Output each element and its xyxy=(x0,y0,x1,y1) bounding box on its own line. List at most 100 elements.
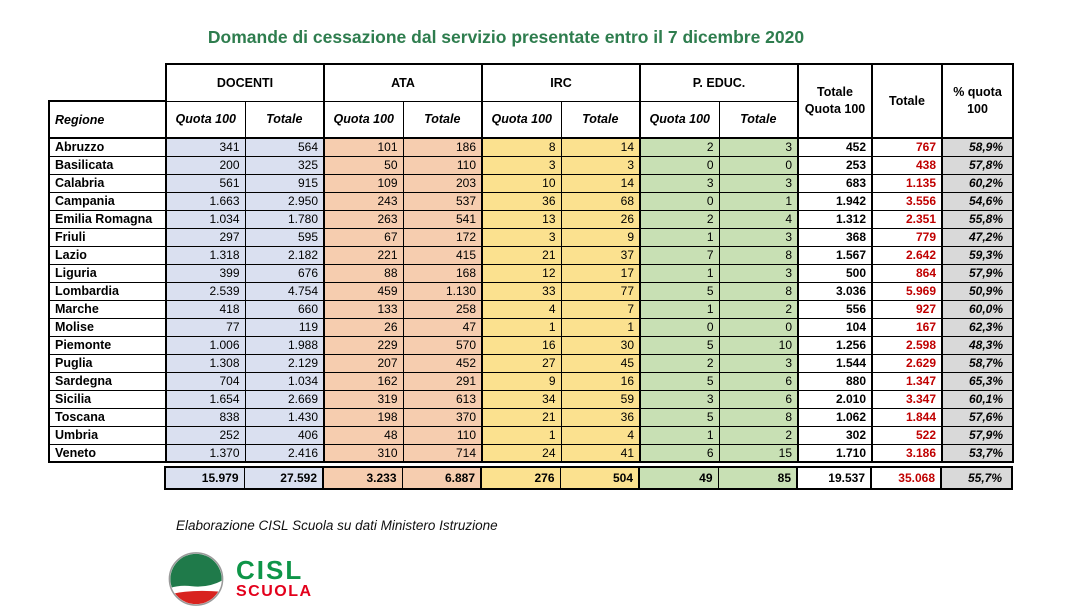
group-header-ata: ATA xyxy=(323,63,483,102)
region-cell: Lazio xyxy=(48,245,167,265)
value-cell: 6 xyxy=(718,389,799,409)
credit-note: Elaborazione CISL Scuola su dati Ministe… xyxy=(176,518,498,533)
value-cell: 41 xyxy=(560,443,641,463)
value-cell: 1.663 xyxy=(165,191,246,211)
table-row: Abruzzo 341 564 101 186 8 14 2 3 452 767 58,9% xyxy=(48,137,1014,157)
value-cell: 4.754 xyxy=(244,281,325,301)
value-cell: 1.567 xyxy=(797,245,873,265)
value-cell: 1 xyxy=(481,425,562,445)
cisl-scuola-logo: CISL SCUOLA xyxy=(167,551,313,608)
value-cell: 341 xyxy=(165,137,246,157)
value-cell: 1.308 xyxy=(165,353,246,373)
value-cell: 45 xyxy=(560,353,641,373)
value-cell: 406 xyxy=(244,425,325,445)
value-cell: 50,9% xyxy=(941,281,1014,301)
value-cell: 5 xyxy=(639,371,720,391)
value-cell: 1.130 xyxy=(402,281,483,301)
value-cell: 16 xyxy=(560,371,641,391)
value-cell: 1.370 xyxy=(165,443,246,463)
region-cell: Sicilia xyxy=(48,389,167,409)
value-cell: 1 xyxy=(481,317,562,337)
table-row: Campania 1.663 2.950 243 537 36 68 0 1 1.942 3.556… xyxy=(48,191,1014,211)
table-row: Friuli 297 595 67 172 3 9 1 3 368 779 47,2% xyxy=(48,227,1014,247)
table-row: Sicilia 1.654 2.669 319 613 34 59 3 6 2.010 3.347 6… xyxy=(48,389,1014,409)
value-cell: 12 xyxy=(481,263,562,283)
value-cell: 207 xyxy=(323,353,404,373)
value-cell: 2.950 xyxy=(244,191,325,211)
value-cell: 418 xyxy=(165,299,246,319)
value-cell: 7 xyxy=(639,245,720,265)
value-cell: 452 xyxy=(797,137,873,157)
region-cell: Puglia xyxy=(48,353,167,373)
value-cell: 57,9% xyxy=(941,263,1014,283)
value-cell: 2 xyxy=(718,299,799,319)
value-cell: 564 xyxy=(244,137,325,157)
value-cell: 3 xyxy=(718,173,799,193)
value-cell: 101 xyxy=(323,137,404,157)
value-cell: 65,3% xyxy=(941,371,1014,391)
value-cell: 200 xyxy=(165,155,246,175)
value-cell: 452 xyxy=(402,353,483,373)
value-cell: 186 xyxy=(402,137,483,157)
value-cell: 10 xyxy=(718,335,799,355)
value-cell: 561 xyxy=(165,173,246,193)
value-cell: 60,0% xyxy=(941,299,1014,319)
header-docenti-quota100: Quota 100 xyxy=(165,100,246,139)
value-cell: 1.942 xyxy=(797,191,873,211)
value-cell: 1.780 xyxy=(244,209,325,229)
value-cell: 522 xyxy=(871,425,943,445)
value-cell: 297 xyxy=(165,227,246,247)
header-irc-totale: Totale xyxy=(560,100,641,139)
region-cell: Sardegna xyxy=(48,371,167,391)
value-cell: 3 xyxy=(481,227,562,247)
value-cell: 21 xyxy=(481,407,562,427)
value-cell: 1 xyxy=(639,425,720,445)
value-cell: 30 xyxy=(560,335,641,355)
value-cell: 3 xyxy=(718,227,799,247)
value-cell: 24 xyxy=(481,443,562,463)
value-cell: 8 xyxy=(481,137,562,157)
value-cell: 33 xyxy=(481,281,562,301)
value-cell: 17 xyxy=(560,263,641,283)
header-irc-quota100: Quota 100 xyxy=(481,100,562,139)
region-cell: Abruzzo xyxy=(48,137,167,157)
value-cell: 3 xyxy=(639,173,720,193)
value-cell: 0 xyxy=(639,191,720,211)
value-cell: 1 xyxy=(639,227,720,247)
value-cell: 541 xyxy=(402,209,483,229)
value-cell: 1.034 xyxy=(165,209,246,229)
value-cell: 5.969 xyxy=(871,281,943,301)
table-row: Calabria 561 915 109 203 10 14 3 3 683 1.135 60,2% xyxy=(48,173,1014,193)
value-cell: 55,8% xyxy=(941,209,1014,229)
value-cell: 243 xyxy=(323,191,404,211)
value-cell: 8 xyxy=(718,281,799,301)
table-row: Liguria 399 676 88 168 12 17 1 3 500 864 57,9% xyxy=(48,263,1014,283)
header-pct-quota100: % quota 100 xyxy=(941,63,1014,139)
value-cell: 3 xyxy=(718,353,799,373)
value-cell: 2 xyxy=(639,353,720,373)
table-body: Abruzzo 341 564 101 186 8 14 2 3 452 767 58,9% Basil… xyxy=(48,137,1014,463)
value-cell: 167 xyxy=(871,317,943,337)
value-cell: 2 xyxy=(718,425,799,445)
value-cell: 1.544 xyxy=(797,353,873,373)
value-cell: 399 xyxy=(165,263,246,283)
value-cell: 438 xyxy=(871,155,943,175)
value-cell: 88 xyxy=(323,263,404,283)
value-cell: 1.062 xyxy=(797,407,873,427)
value-cell: 537 xyxy=(402,191,483,211)
value-cell: 838 xyxy=(165,407,246,427)
value-cell: 370 xyxy=(402,407,483,427)
value-cell: 9 xyxy=(481,371,562,391)
value-cell: 27.592 xyxy=(243,466,324,490)
value-cell: 683 xyxy=(797,173,873,193)
value-cell: 198 xyxy=(323,407,404,427)
value-cell: 595 xyxy=(244,227,325,247)
value-cell: 104 xyxy=(797,317,873,337)
region-cell: Molise xyxy=(48,317,167,337)
blank-corner-cell xyxy=(49,64,166,101)
value-cell: 2.416 xyxy=(244,443,325,463)
header-ata-totale: Totale xyxy=(402,100,483,139)
region-cell: Lombardia xyxy=(48,281,167,301)
region-cell: Basilicata xyxy=(48,155,167,175)
region-cell: Veneto xyxy=(48,443,167,463)
